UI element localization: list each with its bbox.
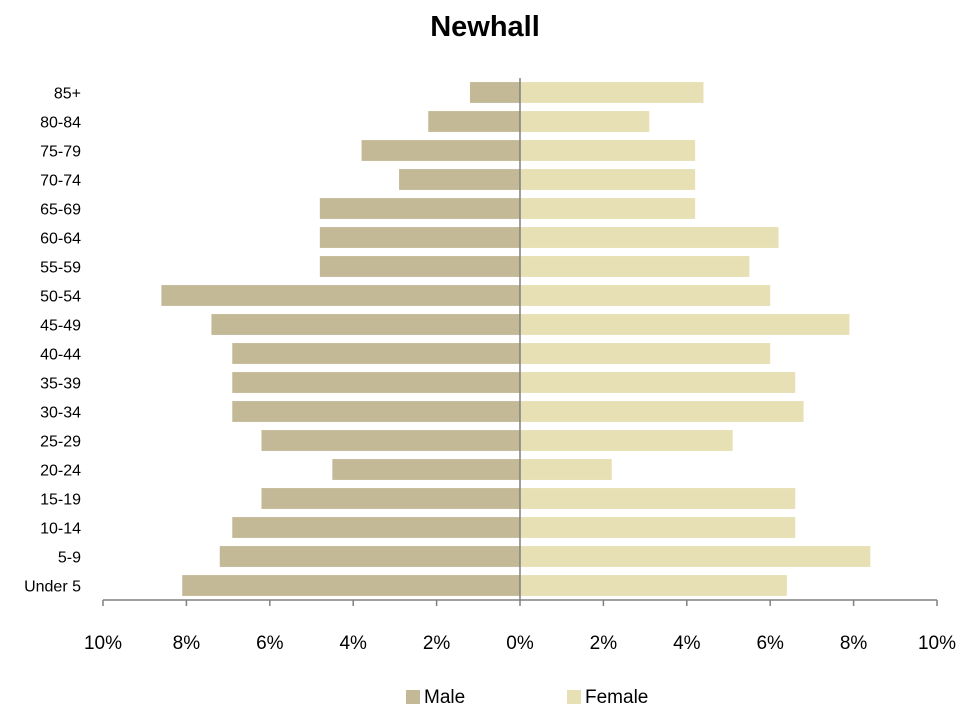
bar-female-20-24 <box>520 459 612 480</box>
x-tick-label: 10% <box>84 633 122 654</box>
x-tick-label: 0% <box>506 633 534 654</box>
category-label: 25-29 <box>40 434 81 451</box>
x-tick-label: 4% <box>339 633 367 654</box>
bar-male-35-39 <box>232 372 520 393</box>
bar-female-30-34 <box>520 401 804 422</box>
bar-female-15-19 <box>520 488 796 509</box>
axes <box>102 78 938 606</box>
bar-female-85+ <box>520 82 704 103</box>
x-tick-label: 8% <box>840 633 868 654</box>
bar-female-80-84 <box>520 111 650 132</box>
category-label: Under 5 <box>24 579 81 596</box>
legend-label-female: Female <box>585 687 648 708</box>
bar-female-70-74 <box>520 169 696 190</box>
chart-title: Newhall <box>430 11 540 43</box>
bar-male-75-79 <box>361 140 520 161</box>
legend-swatch-male <box>406 690 420 704</box>
x-tick-label: 2% <box>590 633 618 654</box>
bar-male-under-5 <box>182 575 521 596</box>
bar-male-65-69 <box>319 198 520 219</box>
category-label: 65-69 <box>40 202 81 219</box>
category-label: 60-64 <box>40 231 81 248</box>
category-label: 10-14 <box>40 521 81 538</box>
bar-female-5-9 <box>520 546 871 567</box>
x-tick-labels: 10% 8% 6% 4% 2% 0% 2% 4% 6% 8% 10% <box>84 633 956 654</box>
bar-male-40-44 <box>232 343 520 364</box>
x-tick-label: 6% <box>256 633 284 654</box>
category-label: 45-49 <box>40 318 81 335</box>
bar-female-75-79 <box>520 140 696 161</box>
category-label: 20-24 <box>40 463 81 480</box>
category-labels: Under 5 5-9 10-14 15-19 20-24 25-29 30-34 35-39… <box>24 86 81 596</box>
bar-male-15-19 <box>261 488 520 509</box>
bar-male-80-84 <box>428 111 520 132</box>
category-label: 15-19 <box>40 492 81 509</box>
category-label: 50-54 <box>40 289 81 306</box>
bar-male-55-59 <box>319 256 520 277</box>
x-tick-label: 6% <box>756 633 784 654</box>
bar-male-45-49 <box>211 314 521 335</box>
bar-female-under-5 <box>520 575 787 596</box>
legend-swatch-female <box>567 690 581 704</box>
bar-female-65-69 <box>520 198 696 219</box>
x-tick-label: 8% <box>173 633 201 654</box>
bar-male-60-64 <box>319 227 520 248</box>
category-label: 40-44 <box>40 347 81 364</box>
x-tick-label: 2% <box>423 633 451 654</box>
bar-female-10-14 <box>520 517 796 538</box>
category-label: 85+ <box>54 86 81 103</box>
bars-group <box>161 82 871 596</box>
category-label: 70-74 <box>40 173 81 190</box>
x-tick-label: 4% <box>673 633 701 654</box>
category-label: 35-39 <box>40 376 81 393</box>
bar-female-50-54 <box>520 285 771 306</box>
legend-label-male: Male <box>424 687 465 708</box>
bar-male-85+ <box>469 82 520 103</box>
category-label: 75-79 <box>40 144 81 161</box>
bar-male-25-29 <box>261 430 520 451</box>
bar-female-35-39 <box>520 372 796 393</box>
bar-male-50-54 <box>161 285 520 306</box>
bar-male-10-14 <box>232 517 520 538</box>
bar-female-25-29 <box>520 430 733 451</box>
x-tick-label: 10% <box>918 633 956 654</box>
category-label: 80-84 <box>40 115 81 132</box>
bar-male-20-24 <box>332 459 520 480</box>
bar-male-70-74 <box>399 169 520 190</box>
legend: Male Female <box>406 687 648 708</box>
bar-female-40-44 <box>520 343 771 364</box>
bar-male-5-9 <box>219 546 520 567</box>
bar-female-45-49 <box>520 314 850 335</box>
bar-female-55-59 <box>520 256 750 277</box>
bar-female-60-64 <box>520 227 779 248</box>
bar-male-30-34 <box>232 401 520 422</box>
category-label: 5-9 <box>58 550 81 567</box>
category-label: 30-34 <box>40 405 81 422</box>
category-label: 55-59 <box>40 260 81 277</box>
